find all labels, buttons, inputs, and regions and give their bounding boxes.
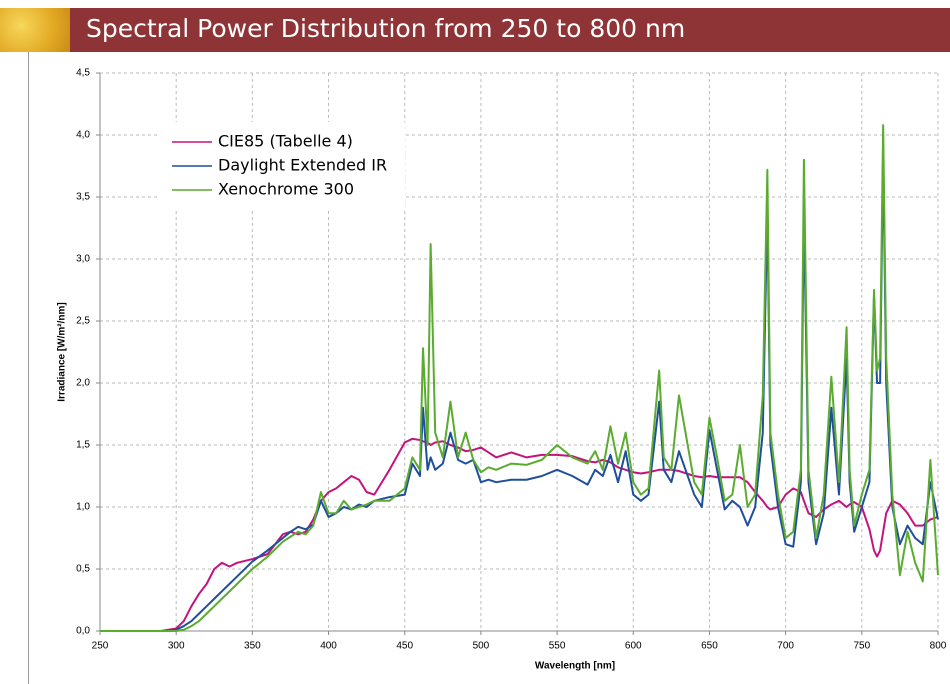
x-tick-label: 750 [853, 641, 870, 652]
y-tick-label: 2,0 [76, 378, 90, 389]
y-tick-label: 1,0 [76, 502, 90, 513]
y-tick-label: 1,5 [76, 440, 90, 451]
legend-label: Daylight Extended IR [218, 156, 387, 175]
y-tick-label: 4,0 [76, 130, 90, 141]
legend-label: CIE85 (Tabelle 4) [218, 132, 353, 151]
y-tick-label: 0,5 [76, 564, 90, 575]
series-line [100, 150, 938, 631]
y-tick-label: 4,5 [76, 68, 90, 79]
x-tick-label: 650 [701, 641, 718, 652]
x-tick-label: 400 [320, 641, 337, 652]
x-tick-label: 350 [244, 641, 261, 652]
x-tick-label: 600 [625, 641, 642, 652]
x-axis-label: Wavelength [nm] [535, 661, 615, 672]
page: {"chart_data": {"type": "line", "title":… [0, 0, 950, 684]
x-tick-label: 800 [930, 641, 947, 652]
chart: Wavelength [nm] Irradiance [W/m²/nm] 0,0… [0, 0, 950, 684]
x-tick-label: 700 [777, 641, 794, 652]
y-tick-label: 3,0 [76, 254, 90, 265]
y-tick-label: 2,5 [76, 316, 90, 327]
x-tick-label: 250 [92, 641, 109, 652]
y-tick-label: 3,5 [76, 192, 90, 203]
x-tick-label: 300 [168, 641, 185, 652]
x-tick-label: 550 [549, 641, 566, 652]
y-tick-label: 0,0 [76, 626, 90, 637]
series-line [100, 439, 938, 631]
y-axis-label: Irradiance [W/m²/nm] [57, 302, 68, 401]
x-tick-label: 450 [396, 641, 413, 652]
x-tick-label: 500 [473, 641, 490, 652]
legend-label: Xenochrome 300 [218, 180, 354, 199]
